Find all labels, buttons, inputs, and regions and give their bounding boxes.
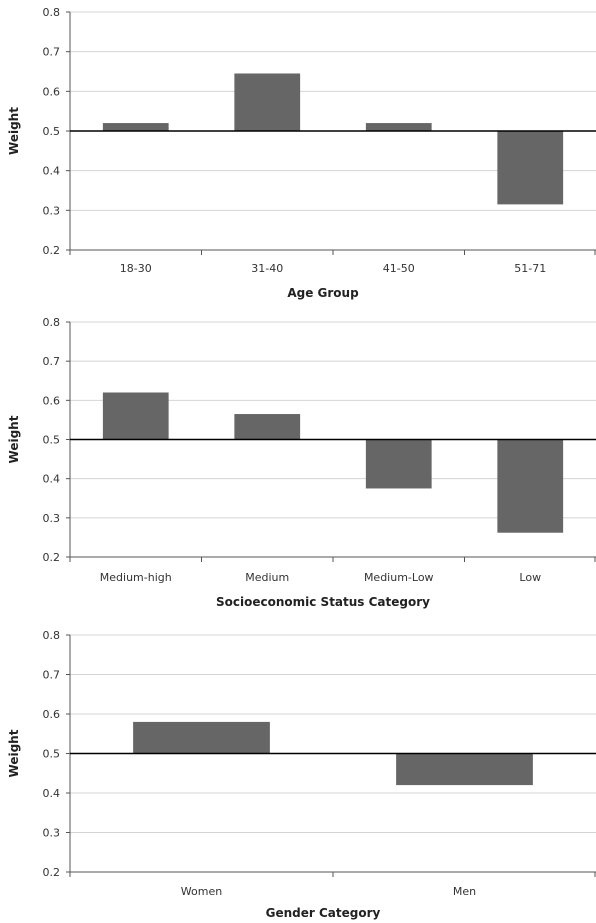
age-x-tick-label: 51-71 [514,262,546,275]
ses-y-tick-label: 0.6 [43,394,61,407]
age-y-axis-title: Weight [7,107,21,155]
ses-x-axis-title: Socioeconomic Status Category [216,595,430,609]
ses-x-tick-label: Medium [245,571,289,584]
gender-y-tick-label: 0.3 [43,827,61,840]
age-y-tick-label: 0.6 [43,85,61,98]
ses-y-tick-label: 0.3 [43,512,61,525]
ses-y-tick-label: 0.2 [43,551,61,564]
gender-bar-men [396,753,533,786]
ses-bar-medium [234,414,301,440]
age-bar-18-30 [102,123,169,131]
age-bar-51-71 [497,131,564,205]
ses-y-tick-label: 0.8 [43,316,61,329]
gender-y-tick-label: 0.7 [43,669,61,682]
gender-x-tick-label: Men [453,885,476,898]
age-bar-31-40 [234,73,301,131]
gender-y-tick-label: 0.4 [43,787,61,800]
age-y-tick-label: 0.3 [43,204,61,217]
gender-chart: 0.2 0.3 0.4 0.5 0.6 0.7 0.8 Women Men Gender Cate… [7,629,596,920]
age-x-axis-title: Age Group [287,286,359,300]
gender-y-tick-label: 0.8 [43,629,61,642]
age-x-tick-label: 31-40 [251,262,283,275]
gender-x-axis-title: Gender Category [266,906,381,920]
gender-bar-women [133,721,270,754]
ses-y-tick-label: 0.5 [43,434,61,447]
ses-x-tick-label: Low [519,571,541,584]
ses-bar-low [497,439,564,533]
gender-y-tick-label: 0.6 [43,708,61,721]
age-y-tick-label: 0.2 [43,244,61,257]
ses-bar-medium-low [365,439,432,489]
age-y-tick-label: 0.4 [43,165,61,178]
age-group-chart: 0.2 0.3 0.4 0.5 0.6 0.7 0.8 18-30 31-40 41-50 51-7… [7,6,596,300]
age-y-tick-label: 0.7 [43,46,61,59]
ses-x-tick-label: Medium-high [100,571,172,584]
ses-bar-medium-high [102,392,169,440]
ses-x-tick-label: Medium-Low [364,571,434,584]
age-x-tick-label: 18-30 [120,262,152,275]
age-y-tick-label: 0.5 [43,125,61,138]
age-y-tick-label: 0.8 [43,6,61,19]
gender-x-tick-label: Women [181,885,222,898]
gender-y-axis-title: Weight [7,729,21,777]
gender-y-tick-label: 0.5 [43,748,61,761]
ses-y-tick-label: 0.7 [43,355,61,368]
ses-y-axis-title: Weight [7,415,21,463]
age-x-tick-label: 41-50 [383,262,415,275]
age-bar-41-50 [365,123,432,131]
gender-y-tick-label: 0.2 [43,866,61,879]
socioeconomic-status-chart: 0.2 0.3 0.4 0.5 0.6 0.7 0.8 Medium-high Medium Me… [7,316,596,609]
ses-y-tick-label: 0.4 [43,473,61,486]
